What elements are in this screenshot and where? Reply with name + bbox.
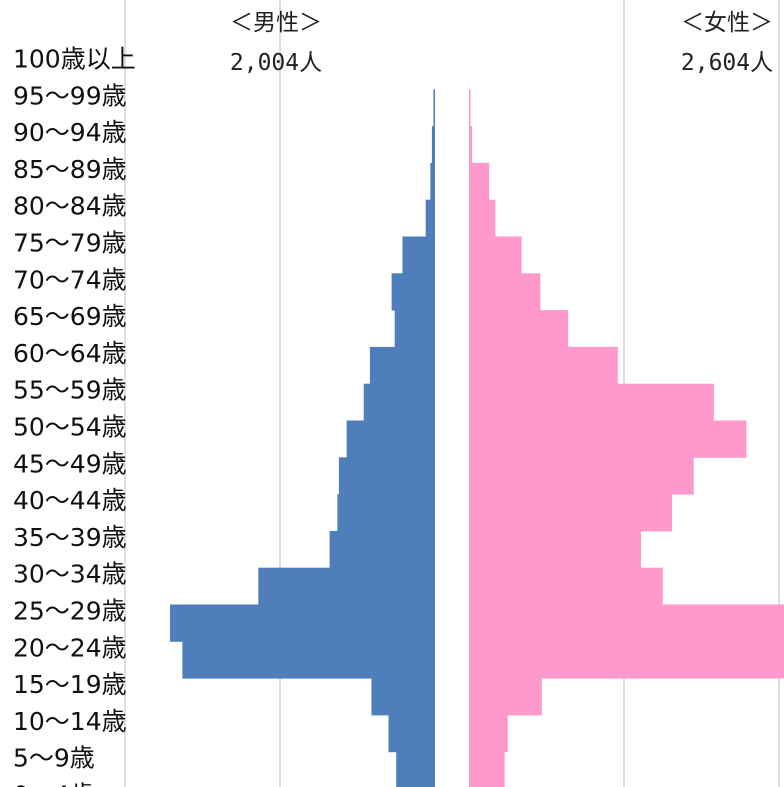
age-label-2: 90～94歳	[13, 118, 127, 147]
age-label-14: 30～34歳	[13, 560, 127, 589]
age-label-1: 95～99歳	[13, 81, 127, 110]
female-bar-17	[469, 678, 542, 716]
male-bar-4	[425, 199, 435, 237]
female-bar-7	[469, 310, 569, 348]
male-bar-2	[431, 126, 435, 164]
female-bar-18	[469, 714, 508, 753]
male-bar-9	[363, 383, 435, 421]
age-label-5: 75～79歳	[13, 229, 127, 258]
female-bar-4	[469, 199, 496, 237]
male-bar-1	[433, 89, 435, 127]
age-label-19: 5～9歳	[13, 744, 95, 773]
male-bar-16	[182, 641, 435, 679]
male-bar-10	[346, 420, 435, 458]
male-bar-19	[396, 751, 435, 787]
age-label-18: 10～14歳	[13, 707, 127, 736]
male-bar-5	[402, 236, 435, 274]
age-label-17: 15～19歳	[13, 670, 127, 699]
male-bar-11	[338, 457, 435, 495]
male-total-label: 2,004人	[230, 50, 322, 76]
age-label-6: 70～74歳	[13, 265, 127, 294]
male-bar-13	[329, 530, 435, 569]
female-bar-16	[469, 641, 784, 679]
age-label-15: 25～29歳	[13, 597, 127, 626]
male-bar-6	[391, 273, 435, 311]
age-label-8: 60～64歳	[13, 339, 127, 368]
male-bar-18	[388, 714, 435, 753]
age-label-4: 80～84歳	[13, 192, 127, 221]
female-total-label: 2,604人	[681, 50, 773, 76]
male-bar-12	[337, 494, 435, 532]
female-bar-3	[469, 162, 490, 201]
age-label-10: 50～54歳	[13, 413, 127, 442]
male-bar-15	[169, 604, 435, 642]
age-label-16: 20～24歳	[13, 633, 127, 662]
female-bar-6	[469, 273, 541, 311]
male-bar-8	[369, 346, 435, 385]
male-series-title: ＜男性＞	[230, 10, 322, 36]
age-label-3: 85～89歳	[13, 155, 127, 184]
male-bar-14	[258, 567, 435, 605]
female-bar-12	[469, 494, 673, 532]
female-bar-5	[469, 236, 522, 274]
age-labels: 100歳以上 95～99歳 90～94歳 85～89歳 80～84歳 75～79歳 70～7…	[13, 45, 136, 787]
age-label-11: 45～49歳	[13, 449, 127, 478]
female-bar-14	[469, 567, 663, 605]
age-label-12: 40～44歳	[13, 486, 127, 515]
female-bar-1	[469, 89, 471, 127]
female-bar-13	[469, 530, 642, 569]
male-bar-3	[430, 162, 435, 201]
female-bar-9	[469, 383, 714, 421]
female-series-title: ＜女性＞	[681, 10, 773, 36]
female-bar-15	[469, 604, 784, 642]
age-label-7: 65～69歳	[13, 302, 127, 331]
female-bar-2	[469, 126, 473, 164]
age-label-0: 100歳以上	[13, 45, 136, 74]
age-label-13: 35～39歳	[13, 523, 127, 552]
series-headers: ＜男性＞ 2,004人 ＜女性＞ 2,604人	[230, 10, 773, 76]
male-bar-17	[371, 678, 435, 716]
female-bar-11	[469, 457, 694, 495]
female-bar-10	[469, 420, 747, 458]
female-bar-8	[469, 346, 618, 385]
male-bar-7	[394, 310, 435, 348]
female-bar-19	[469, 751, 505, 787]
age-label-20: 0～4歳	[13, 781, 95, 787]
age-label-9: 55～59歳	[13, 376, 127, 405]
bars	[169, 89, 784, 787]
